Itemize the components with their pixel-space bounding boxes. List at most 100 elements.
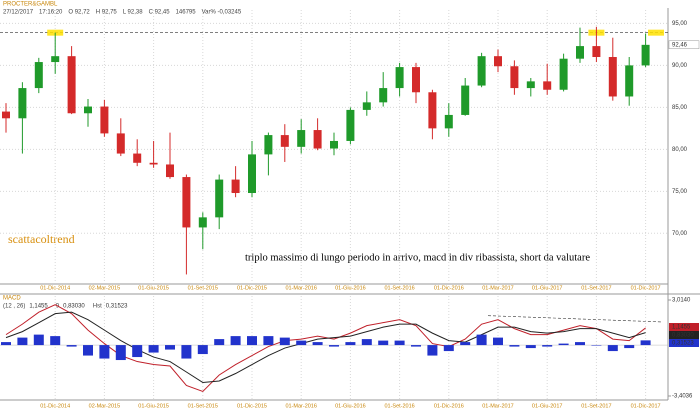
legend-value: 0,83030: [63, 304, 85, 310]
candle-body: [133, 153, 142, 163]
histogram-bar: [378, 340, 389, 346]
annotation: triplo massimo di lungo periodo in arriv…: [245, 252, 590, 263]
x-tick-label: 01-Dic-2017: [631, 285, 661, 291]
legend-name: Hst: [93, 304, 102, 310]
info-item: L 92,38: [123, 10, 143, 16]
candle-body: [166, 164, 174, 178]
histogram-bar: [312, 342, 323, 346]
value-tag-label: 1,1455: [672, 325, 691, 331]
histogram-bar: [493, 337, 503, 346]
candle-body: [592, 46, 601, 58]
info-item: 146795: [176, 10, 197, 16]
histogram-bar: [345, 342, 356, 346]
y-tick-label: 3,0140: [672, 298, 691, 304]
x-tick-label: 01-Giu-2016: [335, 285, 366, 291]
candle-body: [51, 56, 60, 63]
macd-title: MACD: [3, 296, 21, 302]
candle-body: [494, 56, 502, 67]
x-tick-label: 01-Giu-2015: [138, 403, 169, 409]
candle-body: [264, 135, 273, 155]
candle-body: [198, 217, 207, 228]
value-tag-label: 0,83030: [672, 333, 694, 339]
y-tick-label: 95,00: [672, 21, 688, 27]
histogram-bar: [542, 345, 553, 347]
candle-body: [2, 111, 10, 119]
histogram-bar: [296, 340, 307, 346]
legend-value: 0,31523: [106, 304, 128, 310]
x-tick-label: 02-Mar-2015: [89, 403, 121, 409]
histogram-bar: [361, 339, 372, 346]
histogram-bar: [83, 345, 93, 356]
candle-body: [67, 56, 76, 114]
histogram-bar: [575, 342, 585, 346]
candle-body: [608, 57, 617, 97]
histogram-bar: [558, 343, 569, 346]
candle-body: [182, 177, 191, 228]
info-item: C 92,45: [149, 10, 171, 16]
signature: scattacoltrend: [8, 232, 75, 246]
x-tick-label: 01-Dic-2015: [237, 285, 267, 291]
y-tick-label: -3,4036: [672, 394, 693, 400]
x-tick-label: 01-Dic-2016: [434, 285, 464, 291]
x-tick-label: 01-Giu-2017: [532, 403, 563, 409]
histogram-bar: [1, 342, 11, 346]
histogram-bar: [50, 336, 61, 346]
last-price-tag: [668, 40, 700, 50]
histogram-bar: [247, 336, 257, 346]
value-tag: [669, 339, 699, 347]
histogram-bar: [165, 345, 175, 350]
candle-body: [461, 85, 470, 115]
histogram-bar: [476, 334, 487, 346]
y-tick-label: 80,00: [672, 147, 688, 153]
info-item: 27/12/2017: [3, 10, 34, 16]
x-tick-label: 01-Set-2015: [188, 285, 218, 291]
histogram-bar: [132, 345, 143, 358]
x-tick-label: 01-Giu-2017: [532, 285, 563, 291]
x-tick-label: 01-Dic-2015: [237, 403, 267, 409]
x-tick-label: 01-Giu-2015: [138, 285, 169, 291]
x-tick-label: 01-Giu-2016: [335, 403, 366, 409]
histogram-bar: [591, 345, 602, 346]
x-tick-label: 01-Dic-2014: [40, 285, 70, 291]
candle-body: [18, 88, 27, 119]
histogram-bar: [509, 345, 520, 347]
candle-body: [280, 135, 289, 147]
chart-title: PROCTER&GAMBL: [3, 2, 58, 8]
histogram-bar: [148, 345, 159, 353]
candle-body: [379, 88, 388, 103]
x-tick-label: 01-Set-2017: [581, 285, 611, 291]
info-item: O 92,72: [68, 10, 90, 16]
info-item: H 92,75: [96, 10, 118, 16]
histogram-bar: [33, 334, 44, 346]
histogram-bar: [230, 336, 241, 346]
histogram-bar: [329, 345, 339, 347]
candle-body: [625, 65, 634, 97]
candle-body: [231, 179, 240, 194]
x-tick-label: 01-Set-2016: [384, 285, 414, 291]
histogram-bar: [214, 339, 225, 346]
x-tick-label: 01-Set-2017: [581, 403, 611, 409]
peak-highlight: [648, 29, 664, 36]
x-tick-label: 01-Mar-2017: [482, 403, 514, 409]
candle-body: [641, 44, 650, 66]
histogram-bar: [443, 345, 454, 352]
candle-body: [215, 179, 224, 218]
histogram-bar: [17, 337, 28, 346]
histogram-bar: [263, 336, 274, 346]
candle-body: [297, 130, 306, 147]
histogram-bar: [181, 345, 192, 359]
candle-body: [34, 62, 43, 89]
candle-body: [526, 81, 535, 89]
candle-body: [330, 140, 338, 149]
y-tick-label: 90,00: [672, 63, 688, 69]
candle-body: [362, 102, 371, 110]
candle-body: [510, 66, 519, 89]
candle-body: [313, 130, 322, 149]
candle-body: [248, 154, 256, 194]
histogram-bar: [66, 345, 77, 347]
x-tick-label: 01-Mar-2017: [482, 285, 514, 291]
candle-body: [559, 58, 568, 90]
legend-value: 1,1455: [29, 304, 48, 310]
legend-name: (12 , 26): [3, 304, 25, 310]
candle-body: [100, 106, 109, 134]
